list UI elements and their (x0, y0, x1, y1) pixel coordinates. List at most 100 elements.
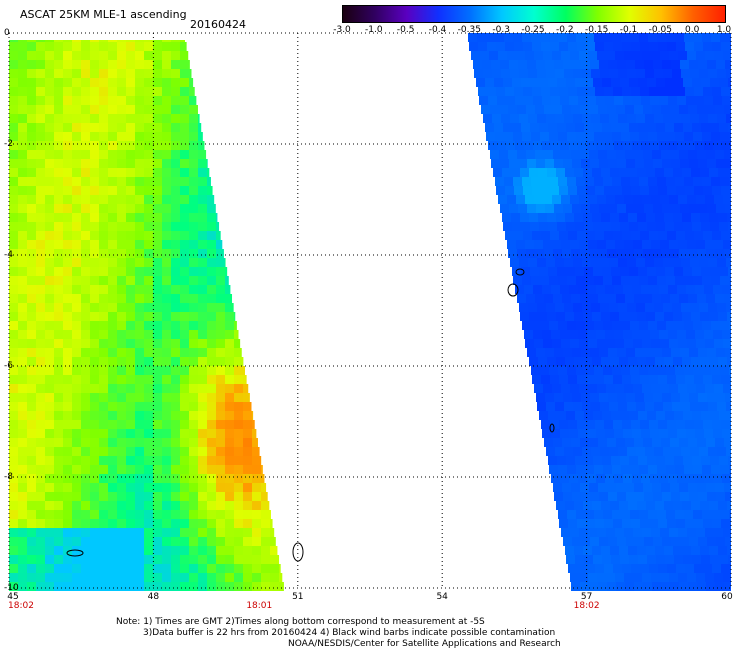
swath-cell (576, 465, 585, 474)
swath-cell (189, 159, 198, 168)
swath-cell (81, 339, 90, 348)
swath-cell (629, 222, 638, 231)
swath-cell (45, 168, 54, 177)
swath-cell (135, 249, 144, 258)
swath-cell (670, 483, 679, 492)
swath-cell (54, 168, 63, 177)
swath-cell (162, 114, 171, 123)
swath-cell (45, 546, 54, 555)
swath-cell (534, 339, 543, 348)
swath-cell (63, 366, 72, 375)
swath-cell (27, 249, 36, 258)
swath-cell (629, 78, 638, 87)
swath-cell (54, 321, 63, 330)
swath-cell (72, 528, 81, 537)
swath-cell (697, 294, 706, 303)
swath-cell (700, 213, 709, 222)
swath-cell (726, 114, 731, 123)
swath-cell (560, 285, 569, 294)
swath-cell (705, 195, 714, 204)
swath-cell (54, 366, 63, 375)
swath-cell (669, 573, 678, 582)
swath-cell (660, 573, 669, 582)
swath-cell (706, 249, 715, 258)
swath-cell (644, 204, 653, 213)
swath-cell (198, 582, 207, 591)
swath-cell (653, 204, 662, 213)
swath-cell (225, 294, 233, 303)
swath-cell (36, 411, 45, 420)
swath-cell (622, 87, 631, 96)
swath-cell (575, 78, 584, 87)
swath-cell (144, 510, 153, 519)
swath-cell (63, 456, 72, 465)
swath-cell (99, 420, 108, 429)
swath-cell (81, 393, 90, 402)
swath-cell (705, 384, 714, 393)
swath-cell (618, 69, 627, 78)
swath-cell (723, 384, 731, 393)
swath-cell (580, 249, 589, 258)
swath-cell (135, 456, 144, 465)
swath-cell (709, 357, 718, 366)
swath-cell (135, 132, 144, 141)
swath-cell (540, 177, 549, 186)
swath-cell (108, 357, 117, 366)
swath-cell (604, 186, 613, 195)
swath-cell (9, 429, 18, 438)
swath-cell (635, 492, 644, 501)
swath-cell (171, 321, 180, 330)
time-label: 18:02 (573, 601, 600, 611)
swath-cell (18, 114, 27, 123)
swath-cell (609, 114, 618, 123)
swath-cell (27, 483, 36, 492)
swath-cell (572, 159, 581, 168)
swath-cell (654, 114, 663, 123)
swath-cell (126, 465, 135, 474)
swath-cell (18, 60, 27, 69)
swath-cell (582, 447, 591, 456)
swath-cell (582, 258, 591, 267)
swath-cell (90, 411, 99, 420)
swath-cell (683, 456, 692, 465)
swath-cell (36, 375, 45, 384)
swath-cell (502, 213, 511, 222)
swath-cell (189, 330, 198, 339)
swath-cell (595, 420, 604, 429)
swath-cell (90, 330, 99, 339)
swath-cell (81, 429, 90, 438)
swath-cell (72, 150, 81, 159)
swath-cell (724, 483, 731, 492)
swath-cell (189, 78, 194, 87)
swath-cell (54, 240, 63, 249)
swath-cell (108, 114, 117, 123)
swath-cell (198, 519, 207, 528)
swath-cell (715, 105, 724, 114)
swath-cell (216, 447, 225, 456)
swath-cell (596, 474, 605, 483)
swath-cell (36, 501, 45, 510)
swath-cell (81, 546, 90, 555)
swath-cell (594, 366, 603, 375)
swath-cell (198, 312, 207, 321)
swath-cell (54, 96, 63, 105)
swath-cell (198, 393, 207, 402)
swath-cell (126, 555, 135, 564)
swath-cell (108, 564, 117, 573)
swath-cell (198, 204, 207, 213)
swath-cell (727, 501, 731, 510)
swath-cell (207, 438, 216, 447)
swath-cell (126, 321, 135, 330)
swath-cell (656, 456, 665, 465)
swath-cell (671, 492, 680, 501)
swath-cell (144, 420, 153, 429)
swath-cell (144, 105, 153, 114)
swath-cell (553, 483, 562, 492)
swath-cell (711, 177, 720, 186)
swath-cell (578, 285, 587, 294)
swath-cell (18, 438, 27, 447)
swath-cell (117, 339, 126, 348)
swath-cell (684, 510, 693, 519)
swath-cell (27, 447, 36, 456)
swath-cell (590, 492, 599, 501)
